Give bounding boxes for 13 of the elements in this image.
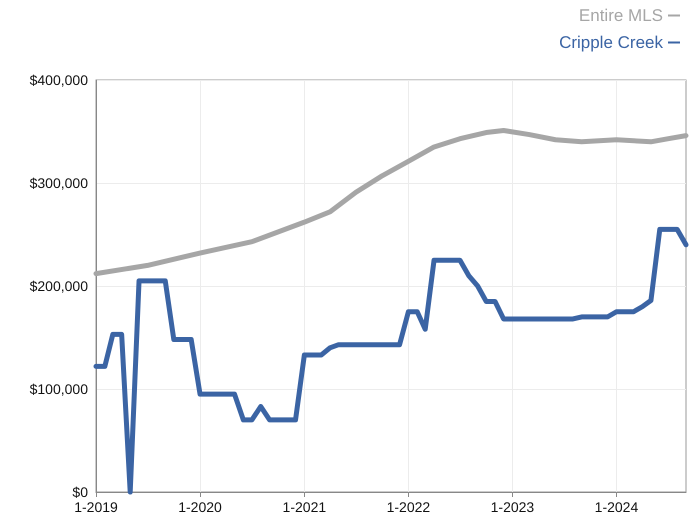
x-tick-label: 1-2020: [178, 499, 222, 515]
legend-label: Entire MLS: [578, 6, 663, 25]
x-tick-label: 1-2022: [386, 499, 430, 515]
x-tick-label: 1-2019: [74, 499, 118, 515]
x-tick-label: 1-2023: [490, 499, 534, 515]
y-tick-label: $400,000: [30, 72, 88, 88]
y-tick-label: $0: [72, 484, 88, 500]
legend-label: Cripple Creek: [559, 33, 664, 52]
y-tick-label: $100,000: [30, 381, 88, 397]
y-tick-label: $300,000: [30, 175, 88, 191]
x-tick-label: 1-2021: [282, 499, 326, 515]
x-tick-label: 1-2024: [594, 499, 638, 515]
y-tick-label: $200,000: [30, 278, 88, 294]
